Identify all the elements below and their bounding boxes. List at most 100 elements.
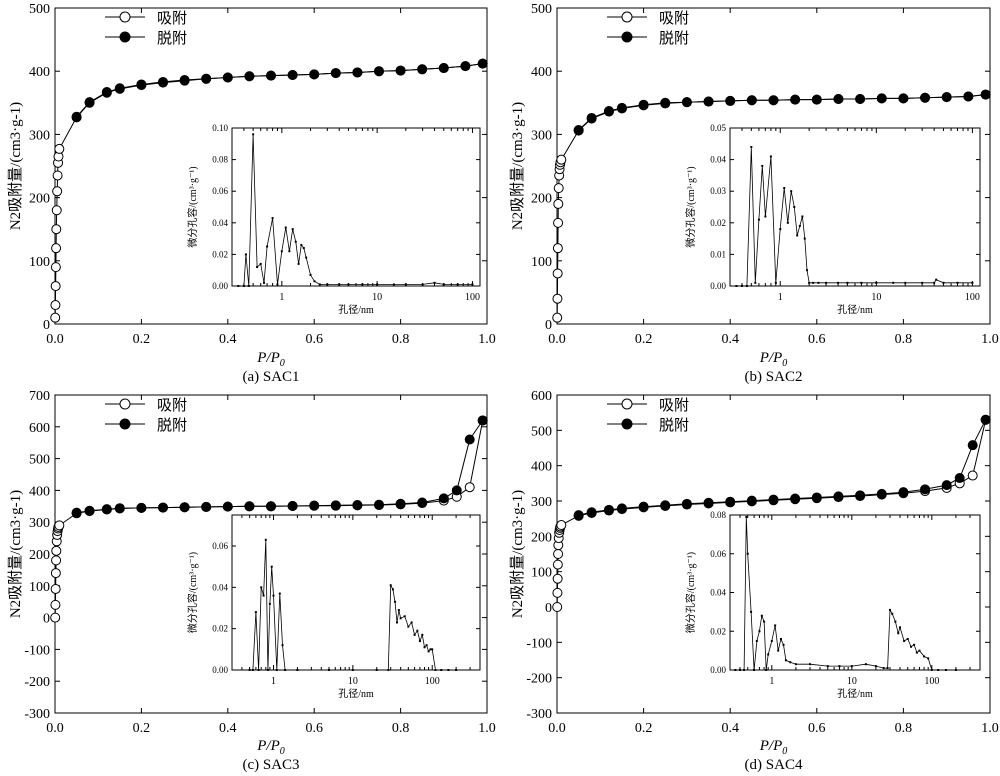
inset-point: [256, 266, 259, 269]
desorption-point: [71, 111, 82, 122]
legend-label-desorption: 脱附: [157, 30, 187, 47]
legend-marker-filled: [621, 31, 633, 43]
adsorption-point: [552, 559, 563, 570]
desorption-line: [76, 420, 484, 514]
inset-x-tick-label: 1: [769, 676, 774, 687]
inset-point: [288, 250, 291, 253]
desorption-point: [101, 504, 112, 515]
y-tick-label: 0: [545, 318, 552, 333]
desorption-point: [352, 67, 363, 78]
inset-point: [750, 145, 753, 148]
adsorption-line: [54, 420, 484, 618]
inset-point: [318, 283, 321, 286]
inset-y-tick-label: 0.06: [212, 541, 228, 551]
inset-point: [276, 283, 279, 286]
adsorption-point: [50, 599, 61, 610]
inset-point: [407, 625, 410, 628]
inset-point: [889, 608, 892, 611]
inset-point: [270, 565, 273, 568]
inset-point: [271, 217, 274, 220]
inset-point: [837, 281, 840, 284]
adsorption-point: [553, 217, 564, 228]
desorption-point: [876, 93, 887, 104]
desorption-point: [266, 70, 276, 81]
legend-label-desorption: 脱附: [659, 30, 689, 47]
inset-point: [421, 633, 424, 636]
inset-frame: [729, 127, 981, 287]
inset-point: [838, 665, 841, 668]
inset-frame: [729, 514, 981, 671]
x-tick-label: 0.0: [548, 332, 566, 347]
desorption-point: [438, 493, 449, 504]
inset-point: [284, 669, 287, 671]
x-tick-label: 1.0: [981, 332, 999, 347]
legend-marker-filled: [621, 418, 633, 430]
inset-x-tick-label: 10: [372, 292, 382, 303]
plot-frame: [54, 394, 488, 714]
x-tick-label: 0.0: [548, 721, 566, 736]
x-tick-label: 0.8: [392, 721, 410, 736]
legend-marker-open: [621, 398, 633, 410]
desorption-point: [84, 505, 95, 516]
inset-point: [817, 281, 820, 284]
desorption-point: [638, 99, 649, 110]
desorption-point: [136, 79, 147, 90]
inset-point: [376, 283, 379, 286]
inset-point: [302, 247, 305, 250]
inset-series-line: [238, 134, 473, 287]
inset-point: [798, 224, 801, 227]
inset-point: [735, 285, 738, 287]
inset-point: [793, 206, 796, 208]
inset-point: [935, 278, 938, 281]
desorption-point: [681, 498, 692, 509]
inset-point: [808, 281, 811, 284]
y-tick-label: 100: [531, 566, 552, 581]
panel-caption: (d) SAC4: [745, 757, 803, 773]
x-tick-label: 0.8: [895, 721, 913, 736]
inset-point: [403, 615, 406, 618]
desorption-point: [287, 69, 298, 80]
adsorption-point: [464, 482, 475, 493]
panel-caption: (b) SAC2: [745, 369, 803, 385]
inset-point: [327, 669, 330, 671]
desorption-point: [941, 92, 952, 103]
adsorption-point: [51, 555, 62, 566]
inset-point: [347, 283, 350, 286]
inset-chart: 1 10 100 0.00 0.02 0.04 0.06 0.08 0.10 孔径/nm 微分孔容/…: [186, 123, 481, 316]
chart-panel-a: 0.0 0.2 0.4 0.6 0.8 1.0 0 100 200 300 400 500 N2吸附量/…: [7, 2, 496, 385]
desorption-point: [725, 496, 736, 507]
y-axis-label: N2吸附量/(cm3·g-1): [7, 490, 24, 618]
panel-caption: (a) SAC1: [242, 369, 299, 385]
inset-point: [937, 669, 940, 671]
inset-x-tick-label: 100: [425, 676, 440, 687]
x-tick-label: 0.8: [392, 332, 410, 347]
x-tick-label: 0.0: [46, 721, 64, 736]
desorption-point: [464, 434, 475, 445]
inset-point: [338, 283, 341, 286]
desorption-point: [963, 91, 974, 102]
inset-point: [397, 609, 400, 612]
adsorption-point: [552, 243, 563, 254]
y-tick-label: 500: [29, 2, 50, 17]
inset-y-tick-label: 0.10: [212, 123, 228, 133]
desorption-point: [967, 440, 978, 451]
inset-point: [915, 651, 918, 654]
inset-point: [375, 669, 378, 671]
inset-point: [421, 283, 424, 286]
adsorption-point: [51, 224, 62, 235]
inset-chart: 1 10 100 0.00 0.02 0.04 0.06 孔径/nm 微分孔容/(cm³·g⁻¹…: [186, 514, 481, 700]
inset-x-tick-label: 10: [847, 676, 857, 687]
y-tick-label: 0: [545, 601, 552, 616]
x-axis-label: P/P0: [759, 350, 788, 369]
inset-point: [738, 669, 741, 671]
x-tick-label: 0.4: [219, 721, 237, 736]
chart-panel-c: 0.0 0.2 0.4 0.6 0.8 1.0 -300 -200 -100 0 100 200 300…: [7, 389, 496, 773]
inset-point: [769, 155, 772, 158]
desorption-point: [222, 72, 233, 83]
inset-point: [313, 280, 316, 283]
desorption-point: [898, 487, 909, 498]
legend-marker-open: [119, 11, 131, 23]
adsorption-point: [52, 170, 63, 181]
inset-point: [956, 281, 959, 284]
legend-marker-open: [621, 11, 633, 23]
